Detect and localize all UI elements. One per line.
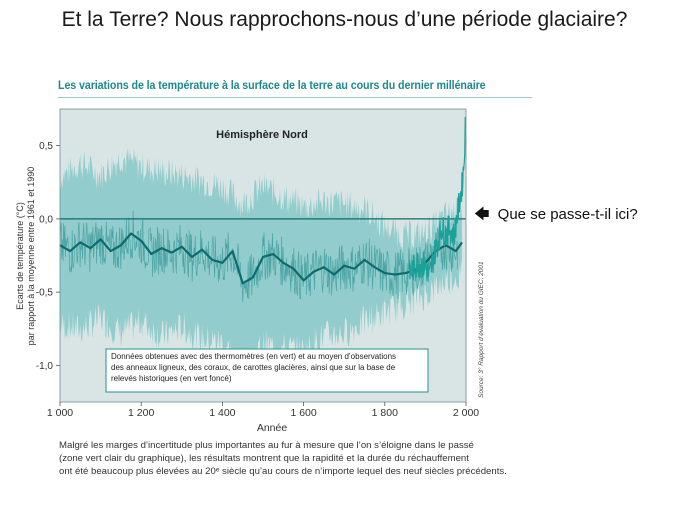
figure-title: Les variations de la température à la su…: [58, 80, 486, 92]
figure-source: Source: 3° Rapport d’évaluation du GIEC,…: [477, 261, 485, 398]
x-tick-label: 1 200: [128, 407, 154, 419]
caption-line-1: Malgré les marges d’incertitude plus imp…: [59, 440, 474, 451]
y-axis-label-line2: par rapport à la moyenne entre 1961 et 1…: [26, 167, 36, 346]
left-arrow-icon: 🡄: [474, 206, 490, 223]
smoothed-series-line: [59, 232, 463, 285]
x-tick-label: 1 400: [209, 407, 235, 419]
x-axis-label: Année: [257, 422, 288, 434]
legend-line-1: Données obtenues avec des thermomètres (…: [111, 352, 396, 361]
callout-text: Que se passe-t-il ici?: [497, 206, 638, 223]
legend-box: [105, 348, 429, 393]
y-tick-label: -0,5: [36, 288, 54, 299]
y-axis-label-line1: Ecarts de température (°C): [15, 202, 25, 310]
figure-title-rule: [58, 97, 532, 98]
series-title: Hémisphère Nord: [216, 129, 308, 141]
figure-caption: Malgré les marges d’incertitude plus imp…: [59, 439, 619, 478]
caption-line-3: ont été beaucoup plus élevées au 20ᵉ siè…: [59, 466, 507, 477]
x-tick-label: 1 000: [47, 407, 73, 419]
y-tick-label: 0,0: [39, 214, 53, 225]
callout: 🡄 Que se passe-t-il ici?: [474, 204, 638, 229]
uncertainty-band: [60, 147, 462, 382]
x-tick-label: 1 800: [372, 407, 398, 419]
x-tick-label: 2 000: [453, 407, 479, 419]
caption-line-2: (zone vert clair du graphique), les résu…: [59, 453, 469, 464]
x-tick-label: 1 600: [290, 407, 316, 419]
instrumental-series-line: [408, 116, 466, 282]
slide-title: Et la Terre? Nous rapprochons-nous d’une…: [61, 8, 628, 31]
legend-line-3: relevés historiques (en vert foncé): [111, 374, 232, 383]
y-tick-label: -1,0: [36, 361, 54, 372]
legend-line-2: des anneaux ligneux, des coraux, de caro…: [111, 363, 396, 372]
plot-frame: [59, 108, 467, 403]
y-tick-label: 0,5: [39, 141, 53, 152]
